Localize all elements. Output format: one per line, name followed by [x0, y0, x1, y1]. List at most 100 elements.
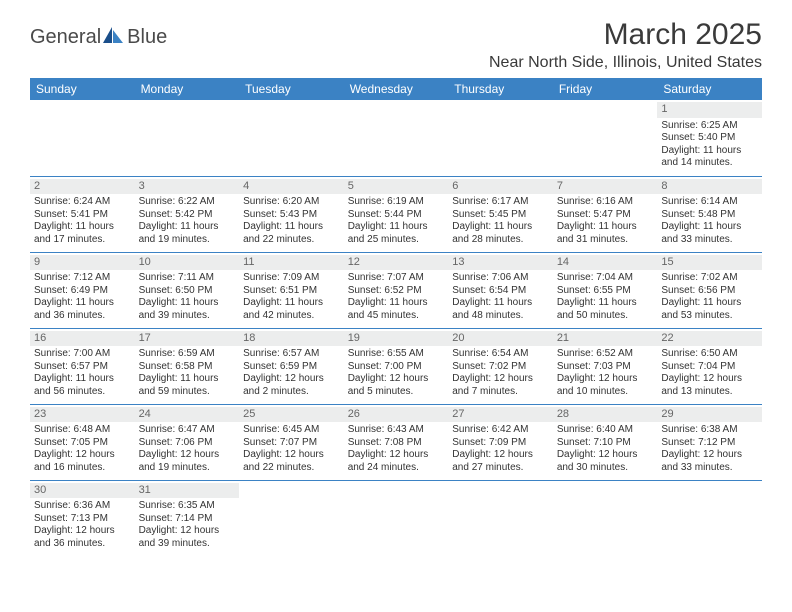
day-number: 26	[344, 407, 449, 423]
calendar-cell: 17Sunrise: 6:59 AMSunset: 6:58 PMDayligh…	[135, 328, 240, 404]
col-monday: Monday	[135, 78, 240, 100]
calendar-cell: 28Sunrise: 6:40 AMSunset: 7:10 PMDayligh…	[553, 404, 658, 480]
day-number: 21	[553, 331, 658, 347]
day-number: 29	[657, 407, 762, 423]
day-number: 14	[553, 255, 658, 271]
day-number: 6	[448, 179, 553, 195]
day-number: 7	[553, 179, 658, 195]
day-info: Sunrise: 6:36 AMSunset: 7:13 PMDaylight:…	[34, 500, 131, 550]
day-number: 25	[239, 407, 344, 423]
calendar-cell	[239, 100, 344, 176]
calendar-row: 2Sunrise: 6:24 AMSunset: 5:41 PMDaylight…	[30, 176, 762, 252]
calendar-cell: 18Sunrise: 6:57 AMSunset: 6:59 PMDayligh…	[239, 328, 344, 404]
day-info: Sunrise: 7:11 AMSunset: 6:50 PMDaylight:…	[139, 272, 236, 322]
day-info: Sunrise: 6:20 AMSunset: 5:43 PMDaylight:…	[243, 196, 340, 246]
logo-text-1: General	[30, 26, 101, 49]
day-number: 13	[448, 255, 553, 271]
calendar-cell: 27Sunrise: 6:42 AMSunset: 7:09 PMDayligh…	[448, 404, 553, 480]
day-number: 3	[135, 179, 240, 195]
day-number: 8	[657, 179, 762, 195]
day-info: Sunrise: 6:48 AMSunset: 7:05 PMDaylight:…	[34, 424, 131, 474]
day-number: 28	[553, 407, 658, 423]
calendar-cell: 7Sunrise: 6:16 AMSunset: 5:47 PMDaylight…	[553, 176, 658, 252]
calendar-cell: 21Sunrise: 6:52 AMSunset: 7:03 PMDayligh…	[553, 328, 658, 404]
calendar-table: Sunday Monday Tuesday Wednesday Thursday…	[30, 78, 762, 556]
day-info: Sunrise: 6:55 AMSunset: 7:00 PMDaylight:…	[348, 348, 445, 398]
day-number: 22	[657, 331, 762, 347]
day-info: Sunrise: 6:14 AMSunset: 5:48 PMDaylight:…	[661, 196, 758, 246]
day-info: Sunrise: 6:50 AMSunset: 7:04 PMDaylight:…	[661, 348, 758, 398]
calendar-cell: 16Sunrise: 7:00 AMSunset: 6:57 PMDayligh…	[30, 328, 135, 404]
calendar-row: 1Sunrise: 6:25 AMSunset: 5:40 PMDaylight…	[30, 100, 762, 176]
day-info: Sunrise: 6:54 AMSunset: 7:02 PMDaylight:…	[452, 348, 549, 398]
calendar-cell: 6Sunrise: 6:17 AMSunset: 5:45 PMDaylight…	[448, 176, 553, 252]
day-number: 2	[30, 179, 135, 195]
logo-text-2: Blue	[127, 26, 167, 49]
day-info: Sunrise: 6:59 AMSunset: 6:58 PMDaylight:…	[139, 348, 236, 398]
day-info: Sunrise: 7:00 AMSunset: 6:57 PMDaylight:…	[34, 348, 131, 398]
logo: General Blue	[30, 26, 167, 49]
calendar-row: 23Sunrise: 6:48 AMSunset: 7:05 PMDayligh…	[30, 404, 762, 480]
col-friday: Friday	[553, 78, 658, 100]
calendar-cell	[344, 100, 449, 176]
calendar-cell: 31Sunrise: 6:35 AMSunset: 7:14 PMDayligh…	[135, 480, 240, 556]
month-title: March 2025	[489, 18, 762, 52]
day-info: Sunrise: 6:43 AMSunset: 7:08 PMDaylight:…	[348, 424, 445, 474]
day-number: 30	[30, 483, 135, 499]
day-number: 15	[657, 255, 762, 271]
calendar-cell: 24Sunrise: 6:47 AMSunset: 7:06 PMDayligh…	[135, 404, 240, 480]
day-number: 9	[30, 255, 135, 271]
calendar-cell	[344, 480, 449, 556]
day-info: Sunrise: 6:45 AMSunset: 7:07 PMDaylight:…	[243, 424, 340, 474]
day-info: Sunrise: 6:47 AMSunset: 7:06 PMDaylight:…	[139, 424, 236, 474]
day-info: Sunrise: 6:19 AMSunset: 5:44 PMDaylight:…	[348, 196, 445, 246]
title-block: March 2025 Near North Side, Illinois, Un…	[489, 18, 762, 72]
col-thursday: Thursday	[448, 78, 553, 100]
day-number: 11	[239, 255, 344, 271]
day-info: Sunrise: 6:52 AMSunset: 7:03 PMDaylight:…	[557, 348, 654, 398]
calendar-cell: 12Sunrise: 7:07 AMSunset: 6:52 PMDayligh…	[344, 252, 449, 328]
calendar-cell	[30, 100, 135, 176]
day-number: 17	[135, 331, 240, 347]
day-info: Sunrise: 6:35 AMSunset: 7:14 PMDaylight:…	[139, 500, 236, 550]
calendar-cell	[553, 100, 658, 176]
calendar-cell	[239, 480, 344, 556]
calendar-cell: 11Sunrise: 7:09 AMSunset: 6:51 PMDayligh…	[239, 252, 344, 328]
calendar-cell: 5Sunrise: 6:19 AMSunset: 5:44 PMDaylight…	[344, 176, 449, 252]
day-number: 12	[344, 255, 449, 271]
day-info: Sunrise: 7:07 AMSunset: 6:52 PMDaylight:…	[348, 272, 445, 322]
day-info: Sunrise: 6:25 AMSunset: 5:40 PMDaylight:…	[661, 120, 758, 170]
day-info: Sunrise: 6:40 AMSunset: 7:10 PMDaylight:…	[557, 424, 654, 474]
calendar-cell: 30Sunrise: 6:36 AMSunset: 7:13 PMDayligh…	[30, 480, 135, 556]
day-info: Sunrise: 7:02 AMSunset: 6:56 PMDaylight:…	[661, 272, 758, 322]
calendar-cell: 20Sunrise: 6:54 AMSunset: 7:02 PMDayligh…	[448, 328, 553, 404]
calendar-cell: 1Sunrise: 6:25 AMSunset: 5:40 PMDaylight…	[657, 100, 762, 176]
calendar-cell	[448, 100, 553, 176]
location: Near North Side, Illinois, United States	[489, 54, 762, 72]
day-number: 31	[135, 483, 240, 499]
col-wednesday: Wednesday	[344, 78, 449, 100]
day-info: Sunrise: 6:42 AMSunset: 7:09 PMDaylight:…	[452, 424, 549, 474]
col-saturday: Saturday	[657, 78, 762, 100]
calendar-cell: 10Sunrise: 7:11 AMSunset: 6:50 PMDayligh…	[135, 252, 240, 328]
calendar-cell	[448, 480, 553, 556]
calendar-cell: 8Sunrise: 6:14 AMSunset: 5:48 PMDaylight…	[657, 176, 762, 252]
calendar-row: 9Sunrise: 7:12 AMSunset: 6:49 PMDaylight…	[30, 252, 762, 328]
calendar-cell: 23Sunrise: 6:48 AMSunset: 7:05 PMDayligh…	[30, 404, 135, 480]
calendar-cell: 9Sunrise: 7:12 AMSunset: 6:49 PMDaylight…	[30, 252, 135, 328]
day-number: 27	[448, 407, 553, 423]
day-info: Sunrise: 6:16 AMSunset: 5:47 PMDaylight:…	[557, 196, 654, 246]
day-header-row: Sunday Monday Tuesday Wednesday Thursday…	[30, 78, 762, 100]
day-info: Sunrise: 6:24 AMSunset: 5:41 PMDaylight:…	[34, 196, 131, 246]
calendar-cell: 19Sunrise: 6:55 AMSunset: 7:00 PMDayligh…	[344, 328, 449, 404]
day-number: 20	[448, 331, 553, 347]
calendar-cell	[135, 100, 240, 176]
day-number: 19	[344, 331, 449, 347]
day-info: Sunrise: 7:09 AMSunset: 6:51 PMDaylight:…	[243, 272, 340, 322]
day-info: Sunrise: 6:22 AMSunset: 5:42 PMDaylight:…	[139, 196, 236, 246]
calendar-cell	[657, 480, 762, 556]
day-number: 18	[239, 331, 344, 347]
calendar-cell: 2Sunrise: 6:24 AMSunset: 5:41 PMDaylight…	[30, 176, 135, 252]
calendar-cell: 14Sunrise: 7:04 AMSunset: 6:55 PMDayligh…	[553, 252, 658, 328]
day-number: 24	[135, 407, 240, 423]
